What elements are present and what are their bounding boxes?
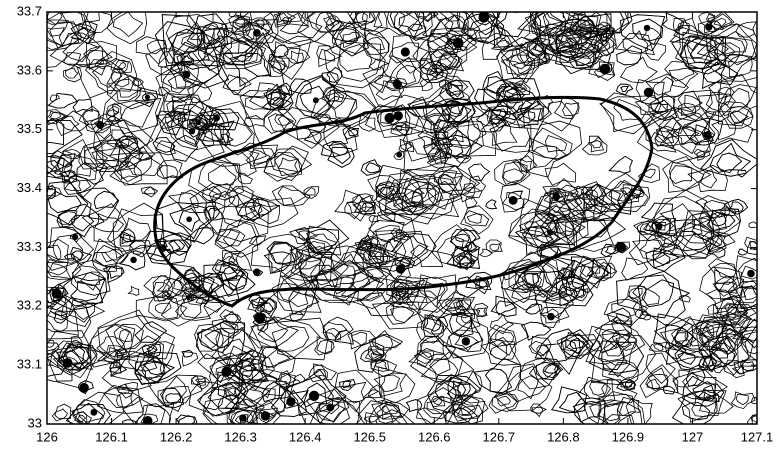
contour-peak — [309, 391, 318, 400]
chart: 126 126.1 126.2 126.3 126.4 126.5 126.6 126.7 12… — [0, 0, 776, 452]
page: {"chart_data": {"type": "contour", "xlim… — [0, 0, 776, 452]
contour-peak — [644, 88, 653, 97]
y-tick-label: 33.1 — [17, 357, 42, 372]
contour-peak — [254, 269, 260, 275]
x-tick-label: 127 — [682, 429, 704, 444]
y-tick-label: 33.4 — [17, 180, 42, 195]
y-tick-label: 33.6 — [17, 62, 42, 77]
y-tick-label: 33 — [28, 415, 42, 430]
y-tick-label: 33.3 — [17, 239, 42, 254]
y-tick-label: 33.5 — [17, 121, 42, 136]
contour-peak — [509, 196, 517, 204]
contour-peak — [255, 313, 265, 323]
contour-peak — [52, 289, 61, 298]
x-tick-label: 126.5 — [353, 429, 386, 444]
x-tick-label: 126.9 — [612, 429, 645, 444]
contour-peak — [213, 115, 219, 121]
contour-peak — [80, 383, 89, 392]
contour-peak — [748, 270, 755, 277]
x-tick-label: 126.2 — [160, 429, 193, 444]
contour-peak — [313, 98, 318, 103]
x-tick-label: 126.3 — [224, 429, 257, 444]
x-tick-label: 126.1 — [95, 429, 128, 444]
x-tick-label: 127.1 — [741, 429, 774, 444]
contour-peak — [287, 397, 295, 405]
contour-peak — [131, 257, 137, 263]
x-tick-label: 126.4 — [289, 429, 322, 444]
contour-peak — [261, 412, 269, 420]
contour-peak — [401, 48, 409, 56]
contour-peak — [394, 112, 403, 121]
y-tick-label: 33.7 — [17, 3, 42, 18]
contour-peak — [644, 25, 649, 30]
x-tick-label: 126.8 — [547, 429, 580, 444]
contour-peak — [462, 338, 470, 346]
contour-peak — [145, 95, 149, 99]
x-tick-label: 126 — [36, 429, 58, 444]
contour-peak — [397, 152, 402, 157]
x-tick-label: 126.7 — [483, 429, 516, 444]
contour-peak — [187, 217, 192, 222]
y-tick-label: 33.2 — [17, 298, 42, 313]
contour-peak — [385, 113, 394, 122]
x-tick-label: 126.6 — [418, 429, 451, 444]
